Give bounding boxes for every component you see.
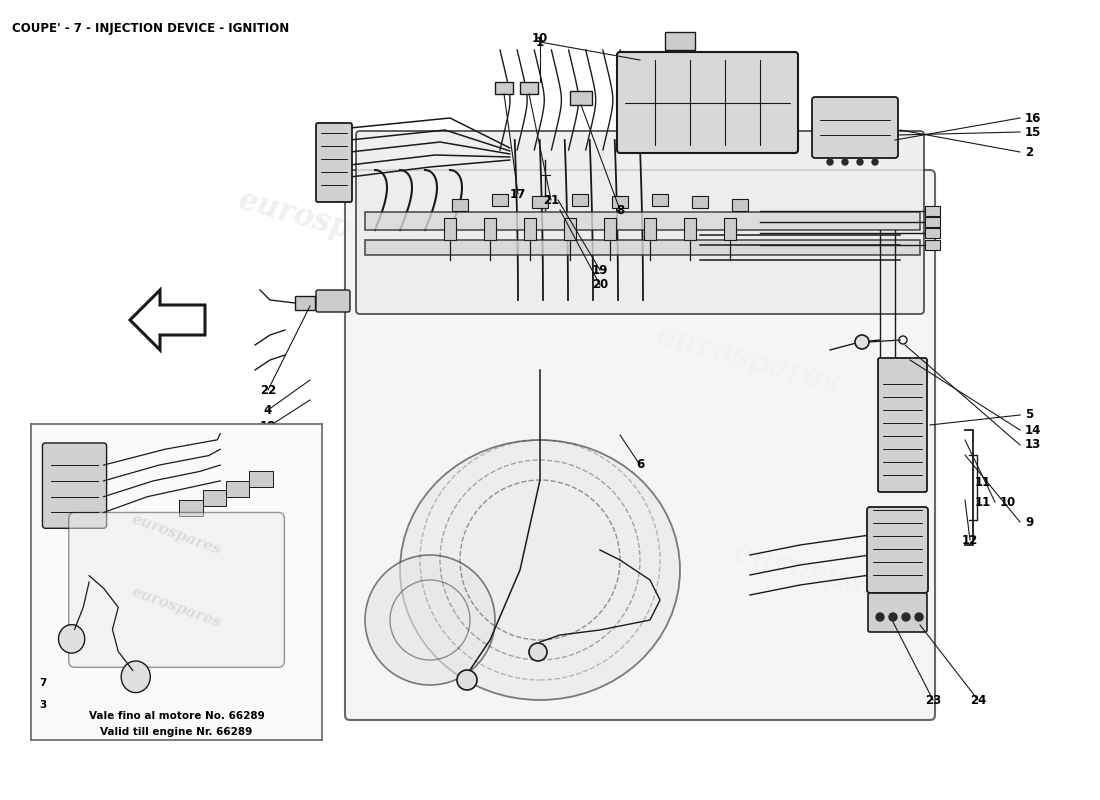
Text: eurospares: eurospares (652, 321, 844, 399)
Bar (532, 196, 548, 208)
Bar (666, 32, 695, 50)
Text: eurospares: eurospares (729, 537, 921, 615)
Circle shape (889, 613, 896, 621)
Text: 14: 14 (1025, 423, 1042, 437)
Text: 11: 11 (975, 495, 991, 509)
Bar (612, 196, 628, 208)
Text: 16: 16 (1025, 111, 1042, 125)
Circle shape (902, 613, 910, 621)
Text: 5: 5 (1025, 409, 1033, 422)
Bar (295, 296, 315, 310)
Bar (365, 212, 920, 230)
Text: 10: 10 (532, 33, 548, 46)
Text: 2: 2 (1025, 146, 1033, 158)
FancyBboxPatch shape (878, 358, 927, 492)
Ellipse shape (400, 440, 680, 700)
Bar (644, 218, 656, 240)
Text: 22: 22 (260, 383, 276, 397)
FancyBboxPatch shape (316, 290, 350, 312)
Text: 23: 23 (925, 694, 942, 706)
Text: 1: 1 (536, 35, 544, 49)
FancyBboxPatch shape (812, 97, 898, 158)
Text: 10: 10 (1000, 495, 1016, 509)
FancyBboxPatch shape (68, 513, 285, 667)
Text: 18: 18 (260, 421, 276, 434)
Text: eurospares: eurospares (234, 185, 426, 263)
Bar (520, 82, 538, 94)
Circle shape (365, 555, 495, 685)
Bar (564, 218, 576, 240)
Circle shape (872, 159, 878, 165)
Bar (524, 218, 536, 240)
Polygon shape (130, 290, 205, 350)
Bar (925, 240, 940, 250)
Text: 9: 9 (1025, 515, 1033, 529)
Bar (179, 500, 202, 516)
Text: 13: 13 (1025, 438, 1042, 451)
Text: 15: 15 (1025, 126, 1042, 138)
Text: eurospares: eurospares (130, 585, 223, 630)
Text: 4: 4 (264, 403, 272, 417)
Bar (227, 481, 250, 497)
Circle shape (456, 670, 477, 690)
Text: 3: 3 (40, 701, 47, 710)
Bar (492, 194, 508, 206)
Bar (452, 199, 468, 211)
Text: COUPE' - 7 - INJECTION DEVICE - IGNITION: COUPE' - 7 - INJECTION DEVICE - IGNITION (12, 22, 289, 35)
Bar (365, 240, 920, 255)
Text: 8: 8 (616, 203, 624, 217)
FancyBboxPatch shape (316, 123, 352, 202)
Text: eurospares: eurospares (130, 512, 223, 558)
Text: 11: 11 (975, 475, 991, 489)
Bar (925, 217, 940, 227)
FancyBboxPatch shape (43, 443, 107, 528)
Bar (570, 91, 592, 105)
Bar (572, 194, 588, 206)
Bar (724, 218, 736, 240)
FancyBboxPatch shape (617, 52, 798, 153)
Bar (202, 490, 227, 506)
Circle shape (529, 643, 547, 661)
Bar (684, 218, 696, 240)
Text: 12: 12 (961, 534, 978, 546)
Circle shape (58, 625, 85, 653)
FancyBboxPatch shape (868, 593, 927, 632)
Text: 21: 21 (543, 194, 559, 206)
FancyBboxPatch shape (356, 131, 924, 314)
Bar (444, 218, 456, 240)
Bar (495, 82, 513, 94)
Text: Valid till engine Nr. 66289: Valid till engine Nr. 66289 (100, 727, 253, 737)
Bar (484, 218, 496, 240)
FancyBboxPatch shape (345, 170, 935, 720)
Text: Vale fino al motore No. 66289: Vale fino al motore No. 66289 (89, 711, 264, 722)
Circle shape (915, 613, 923, 621)
Circle shape (876, 613, 884, 621)
Bar (692, 196, 708, 208)
Bar (732, 199, 748, 211)
Bar (652, 194, 668, 206)
Circle shape (842, 159, 848, 165)
FancyBboxPatch shape (867, 507, 928, 593)
Text: 17: 17 (510, 187, 526, 201)
Circle shape (121, 661, 151, 693)
Circle shape (855, 335, 869, 349)
Text: 24: 24 (970, 694, 987, 706)
Text: 19: 19 (592, 263, 608, 277)
Text: 7: 7 (40, 678, 47, 688)
Bar (250, 471, 273, 487)
Circle shape (827, 159, 833, 165)
Circle shape (857, 159, 864, 165)
Text: 6: 6 (636, 458, 645, 471)
Text: 20: 20 (592, 278, 608, 291)
Bar (925, 206, 940, 216)
Bar (925, 228, 940, 238)
Bar (604, 218, 616, 240)
